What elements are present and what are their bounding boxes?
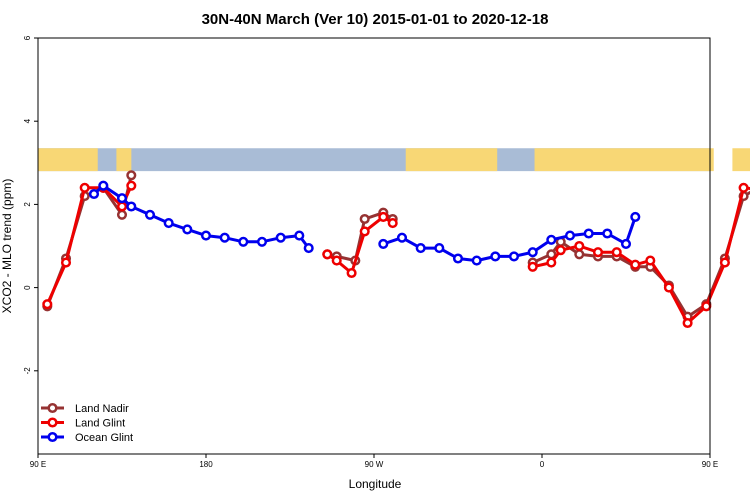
legend-label: Ocean Glint [75, 432, 133, 444]
x-tick-label: 0 [540, 460, 545, 469]
data-point [555, 245, 566, 256]
series-land-nadir [42, 170, 750, 322]
data-point [144, 209, 156, 220]
legend-swatch-marker [47, 431, 58, 443]
x-axis: 90 E 180 90 W 0 90 E [30, 454, 718, 469]
land-region [116, 148, 132, 172]
data-point [546, 257, 557, 268]
data-point [200, 230, 212, 241]
data-point [719, 257, 730, 268]
series-line [532, 186, 750, 325]
data-point [620, 238, 632, 249]
data-point [378, 238, 389, 249]
data-point [116, 193, 128, 204]
data-point [126, 180, 137, 191]
legend-item: Land Nadir [41, 402, 129, 415]
y-axis: 6 4 2 0 -2 [23, 35, 38, 374]
y-tick-label: -2 [23, 367, 32, 375]
data-point [574, 240, 585, 252]
data-point [663, 282, 674, 293]
y-tick-label: 0 [23, 285, 32, 290]
data-point [163, 218, 174, 229]
data-point [415, 243, 426, 254]
data-point [294, 230, 305, 241]
y-tick-label: 6 [23, 35, 32, 40]
data-point [396, 232, 408, 243]
data-point [238, 236, 249, 247]
y-tick-label: 4 [23, 118, 32, 123]
data-point [88, 188, 100, 200]
data-point [701, 301, 712, 312]
x-axis-label: Longitude [349, 477, 402, 491]
data-point [527, 247, 538, 258]
data-point [564, 230, 576, 241]
data-point [574, 249, 585, 260]
y-tick-label: 2 [23, 202, 32, 207]
data-point [602, 228, 613, 239]
plot-frame [37, 37, 711, 455]
y-axis-label: XCO2 - MLO trend (ppm) [0, 179, 14, 314]
data-point [452, 253, 464, 264]
data-point [116, 209, 128, 220]
data-point [682, 317, 693, 329]
legend-label: Land Nadir [75, 403, 129, 415]
legend-swatch-marker [47, 417, 58, 428]
data-point [387, 218, 398, 229]
data-point [275, 232, 286, 243]
data-point [322, 249, 333, 260]
data-point [182, 224, 193, 235]
data-point [359, 226, 370, 237]
data-point [331, 255, 342, 266]
series-ocean-glint [88, 180, 641, 266]
data-point [79, 182, 90, 193]
legend-item: Ocean Glint [41, 431, 133, 444]
series-layer [42, 170, 750, 329]
data-point [256, 236, 268, 247]
data-point [738, 182, 749, 193]
data-point [219, 232, 230, 243]
x-tick-label: 90 E [702, 460, 718, 469]
data-point [592, 247, 604, 258]
data-point [126, 201, 137, 212]
data-point [508, 251, 520, 262]
data-point [346, 267, 357, 279]
data-point [116, 201, 128, 212]
x-tick-label: 180 [199, 460, 213, 469]
legend-item: Land Glint [41, 417, 125, 430]
data-point [126, 170, 137, 181]
data-point [527, 261, 538, 272]
data-point [60, 257, 72, 268]
data-point [546, 234, 557, 245]
data-point [611, 247, 622, 258]
land-region [534, 148, 714, 172]
land-region [38, 148, 98, 172]
legend: Land Nadir Land Glint Ocean Glint [41, 402, 133, 444]
data-point [434, 243, 445, 254]
data-point [645, 255, 656, 266]
legend-swatch-marker [47, 402, 58, 414]
land-ocean-band [38, 148, 750, 172]
data-point [490, 251, 501, 262]
data-point [471, 255, 482, 266]
legend-label: Land Glint [75, 418, 125, 430]
land-region [732, 148, 750, 172]
chart-title: 30N-40N March (Ver 10) 2015-01-01 to 202… [202, 11, 549, 28]
data-point [98, 180, 109, 191]
series-line [532, 190, 750, 319]
data-point [42, 299, 53, 310]
data-point [359, 213, 370, 225]
x-tick-label: 90 W [365, 460, 384, 469]
data-point [583, 228, 594, 239]
series-land-glint [42, 180, 750, 329]
x-tick-label: 90 E [30, 460, 46, 469]
data-point [630, 211, 641, 222]
data-point [303, 243, 314, 254]
data-point [630, 259, 641, 270]
data-point [378, 211, 389, 222]
land-region [405, 148, 498, 172]
